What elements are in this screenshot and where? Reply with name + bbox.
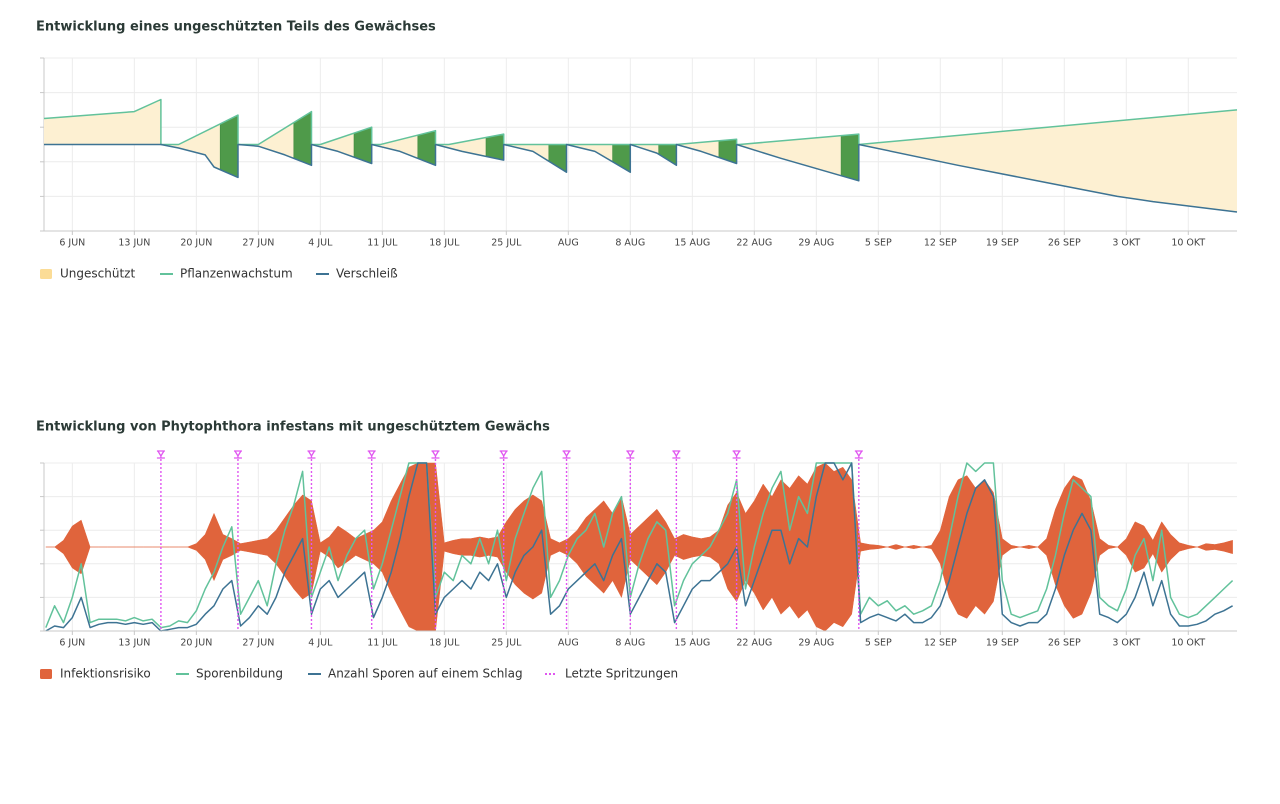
x-tick-label: 10 OKT [1171, 638, 1205, 649]
chart: 6 JUN 13 JUN 20 JUN 27 JUN 4 JUL 11 JUL 18 JUL… [40, 57, 1238, 249]
x-tick-label: 15 AUG [674, 238, 710, 249]
x-tick-label: 4 JUL [308, 638, 333, 649]
protected-band [840, 133, 860, 182]
spray-icon [732, 450, 741, 459]
series-line [44, 143, 1238, 213]
legend-label: Anzahl Sporen auf einem Schlag [328, 667, 523, 681]
x-tick-label: 20 JUN [180, 238, 212, 249]
spray-icon [367, 450, 376, 459]
unprotected-area [44, 99, 1237, 212]
x-tick-label: 19 SEP [986, 238, 1019, 249]
legend-item: Letzte Spritzungen [545, 667, 678, 681]
chart-title: Entwicklung von Phytophthora infestans m… [36, 420, 550, 435]
spray-icon [156, 450, 165, 459]
legend-item: Verschleiß [316, 267, 398, 281]
legend-label: Sporenbildung [196, 667, 283, 681]
x-tick-label: 20 JUN [180, 638, 212, 649]
protected-band [612, 144, 631, 173]
x-tick-label: 25 JUL [491, 638, 522, 649]
x-tick-label: 29 AUG [798, 238, 834, 249]
x-tick-label: 22 AUG [736, 238, 772, 249]
x-tick-label: 3 OKT [1112, 238, 1140, 249]
x-tick-label: 11 JUL [367, 238, 398, 249]
x-tick-label: 27 JUN [242, 238, 274, 249]
x-tick-label: 27 JUN [242, 638, 274, 649]
legend-label: Ungeschützt [60, 267, 135, 281]
x-tick-label: 4 JUL [308, 238, 333, 249]
spray-icon [672, 450, 681, 459]
x-tick-label: 5 SEP [865, 638, 892, 649]
legend-swatch [40, 269, 52, 279]
x-tick-label: 12 SEP [924, 238, 957, 249]
protected-band [219, 114, 239, 178]
x-tick-label: 3 OKT [1112, 638, 1140, 649]
legend-item: Anzahl Sporen auf einem Schlag [308, 667, 523, 681]
chart-title: Entwicklung eines ungeschützten Teils de… [36, 20, 436, 35]
x-tick-label: 13 JUN [118, 238, 150, 249]
legend-swatch [40, 669, 52, 679]
x-tick-label: 18 JUL [429, 638, 460, 649]
x-tick-label: 8 AUG [615, 238, 645, 249]
x-tick-label: 11 JUL [367, 638, 398, 649]
series-line [45, 462, 1233, 632]
protected-band [548, 144, 567, 173]
x-tick-label: 6 JUN [59, 638, 85, 649]
x-tick-label: AUG [558, 238, 579, 249]
legend-item: Infektionsrisiko [40, 667, 151, 681]
x-tick-label: 22 AUG [736, 638, 772, 649]
x-tick-label: 8 AUG [615, 638, 645, 649]
x-tick-label: 29 AUG [798, 638, 834, 649]
spray-icon [233, 450, 242, 459]
x-tick-label: 6 JUN [59, 238, 85, 249]
x-tick-label: 10 OKT [1171, 238, 1205, 249]
legend-label: Letzte Spritzungen [565, 667, 678, 681]
x-tick-label: 12 SEP [924, 638, 957, 649]
legend-label: Infektionsrisiko [60, 667, 151, 681]
spray-icon [626, 450, 635, 459]
spray-icon [431, 450, 440, 459]
spray-icon [562, 450, 571, 459]
x-tick-label: 26 SEP [1048, 638, 1081, 649]
risk-band [45, 462, 1233, 632]
protected-band [293, 111, 312, 166]
x-tick-label: 25 JUL [491, 238, 522, 249]
series-line [43, 98, 1238, 146]
spray-icon [854, 450, 863, 459]
x-tick-label: 15 AUG [674, 638, 710, 649]
x-tick-label: 5 SEP [865, 238, 892, 249]
legend-label: Pflanzenwachstum [180, 267, 293, 281]
x-tick-label: 18 JUL [429, 238, 460, 249]
legend-item: Sporenbildung [176, 667, 283, 681]
chart: 6 JUN 13 JUN 20 JUN 27 JUN 4 JUL 11 JUL 18 JUL… [40, 450, 1237, 649]
x-tick-label: 19 SEP [986, 638, 1019, 649]
spray-icon [499, 450, 508, 459]
legend-item: Pflanzenwachstum [160, 267, 293, 281]
series-line [45, 462, 1234, 629]
x-tick-label: 26 SEP [1048, 238, 1081, 249]
legend-label: Verschleiß [336, 267, 398, 281]
legend-item: Ungeschützt [40, 267, 135, 281]
spray-icon [307, 450, 316, 459]
x-tick-label: AUG [558, 638, 579, 649]
x-tick-label: 13 JUN [118, 638, 150, 649]
